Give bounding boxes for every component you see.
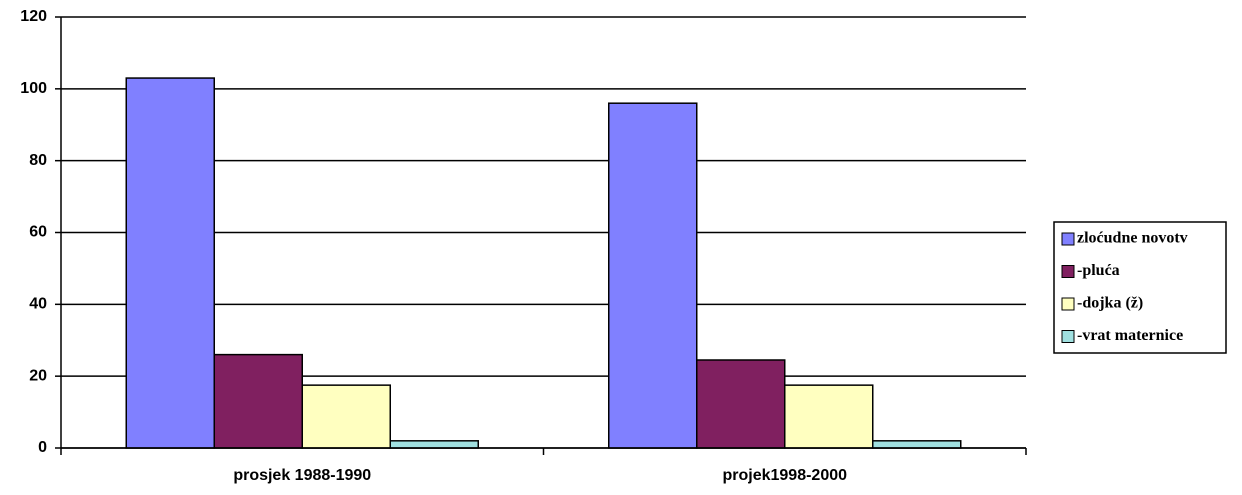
bar: [696, 359, 786, 449]
legend-swatch: [1061, 330, 1075, 343]
legend-swatch: [1061, 265, 1075, 278]
y-tick-label: 40: [29, 296, 47, 313]
bar: [301, 384, 391, 449]
legend-label: -vrat maternice: [1077, 327, 1183, 344]
bar: [389, 440, 479, 449]
y-tick-label: 120: [20, 8, 47, 25]
y-tick-label: 0: [38, 439, 47, 456]
legend-label: -dojka (ž): [1077, 295, 1143, 312]
bar: [872, 440, 962, 449]
legend-box: [1053, 221, 1227, 354]
y-tick-label: 100: [20, 80, 47, 97]
legend-label: -pluća: [1077, 262, 1120, 279]
legend-label: zloćudne novotv: [1077, 230, 1188, 247]
y-tick-label: 20: [29, 367, 47, 384]
legend-swatch: [1061, 232, 1075, 246]
x-tick-label: prosjek 1988-1990: [233, 467, 371, 484]
bar: [784, 384, 874, 449]
bar: [608, 102, 698, 449]
bar: [125, 77, 215, 449]
bar: [213, 353, 303, 449]
y-tick-label: 80: [29, 152, 47, 169]
legend-swatch: [1061, 297, 1075, 311]
y-tick-label: 60: [29, 224, 47, 241]
x-tick-label: projek1998-2000: [722, 467, 847, 484]
